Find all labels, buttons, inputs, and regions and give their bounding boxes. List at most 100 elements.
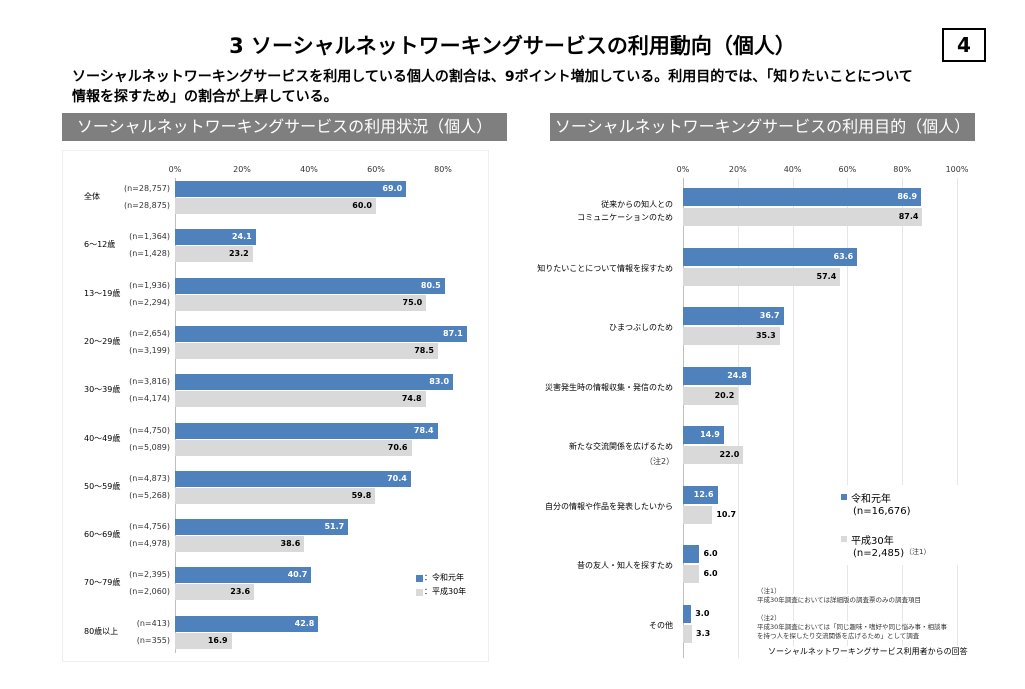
- sample-size: (n=1,364): [129, 232, 170, 242]
- bar: [683, 208, 923, 226]
- data-label: 6.0: [703, 549, 718, 558]
- left-section-header: ソーシャルネットワーキングサービスの利用状況（個人）: [62, 113, 507, 141]
- lead-text-line2: 情報を探すため」の割合が上昇している。: [72, 89, 338, 105]
- sample-size: (n=28,875): [123, 201, 170, 210]
- data-label: 42.8: [294, 618, 315, 628]
- category-label: 13～19歳: [84, 288, 121, 298]
- data-label: 75.0: [402, 297, 423, 307]
- x-tick-label: 80%: [434, 165, 452, 174]
- bar: [175, 519, 349, 536]
- data-label: 20.2: [714, 390, 735, 400]
- data-label: 24.8: [727, 370, 747, 380]
- sample-size: (n=4,978): [129, 539, 170, 549]
- bar: [683, 624, 693, 643]
- bar: [175, 439, 412, 456]
- category-note: （注2）: [645, 457, 675, 466]
- right-section-header: ソーシャルネットワーキングサービスの利用目的（個人）: [550, 113, 975, 141]
- sample-size: (n=3,816): [129, 377, 170, 387]
- data-label: 83.0: [429, 377, 450, 387]
- bar: [683, 545, 700, 563]
- bar: [175, 246, 253, 263]
- category-label: 50～59歳: [84, 481, 121, 491]
- legend-label: 平成30年: [851, 536, 894, 547]
- footer-note: ソーシャルネットワーキングサービス利用者からの回答: [768, 646, 968, 657]
- bar: [175, 487, 376, 504]
- data-label: 74.8: [401, 394, 422, 404]
- data-label: 16.9: [207, 635, 228, 645]
- legend-swatch: [841, 494, 847, 500]
- sample-size: (n=5,089): [129, 442, 170, 452]
- gridline: [847, 178, 849, 658]
- gridline: [737, 178, 739, 658]
- category-label: ひまつぶしのため: [609, 323, 673, 332]
- data-label: 59.8: [351, 490, 372, 500]
- legend-label: ：令和元年: [424, 573, 464, 582]
- sample-size: (n=4,873): [129, 473, 170, 483]
- legend-note: （注1）: [905, 548, 931, 556]
- bar: [175, 470, 411, 487]
- bar: [175, 536, 305, 553]
- bar: [175, 294, 427, 311]
- bar: [683, 565, 700, 583]
- data-label: 6.0: [703, 569, 718, 578]
- x-tick-label: 0%: [168, 165, 182, 174]
- category-label: 20～29歳: [84, 336, 121, 346]
- data-label: 78.5: [414, 345, 434, 355]
- x-tick-label: 60%: [838, 165, 857, 174]
- category-label: 全体: [84, 192, 100, 201]
- legend-sample-size: (n=2,485): [853, 548, 905, 559]
- bar: [683, 188, 922, 206]
- data-label: 70.4: [387, 473, 407, 483]
- sample-size: (n=3,199): [129, 345, 170, 355]
- bar: [683, 267, 841, 286]
- gridline: [957, 178, 958, 658]
- data-label: 36.7: [759, 311, 780, 320]
- legend-swatch: [841, 536, 847, 542]
- footnote: （注1）: [757, 585, 781, 595]
- footnote: を持つ人を探したり交流関係を広げるため」として調査: [757, 630, 920, 640]
- sample-size: (n=413): [136, 618, 170, 628]
- bar: [175, 391, 426, 408]
- category-label: 70～79歳: [84, 578, 121, 588]
- data-label: 38.6: [280, 539, 301, 549]
- x-tick-label: 80%: [893, 165, 912, 174]
- legend-background: [835, 485, 965, 565]
- sample-size: (n=4,756): [129, 522, 170, 532]
- data-label: 12.6: [693, 489, 714, 499]
- sample-size: (n=4,750): [129, 425, 170, 435]
- gridline: [902, 178, 904, 658]
- category-label: 80歳以上: [84, 626, 119, 636]
- x-tick-label: 40%: [783, 165, 802, 174]
- bar: [683, 505, 713, 524]
- category-label: 自分の情報や作品を発表したいから: [545, 501, 673, 511]
- sample-size: (n=4,174): [129, 394, 170, 404]
- bar: [175, 567, 312, 584]
- x-tick-label: 20%: [728, 165, 747, 174]
- bar: [683, 485, 718, 504]
- bar: [175, 277, 445, 294]
- bar: [683, 247, 858, 266]
- category-label: その他: [649, 620, 673, 630]
- data-label: 23.2: [228, 249, 249, 259]
- data-label: 57.4: [816, 271, 837, 281]
- data-label: 23.6: [230, 587, 251, 597]
- footnote: 平成30年調査においては詳細版の調査票のみの調査項目: [757, 594, 921, 604]
- x-tick-label: 60%: [367, 165, 385, 174]
- x-tick-label: 40%: [300, 165, 318, 174]
- bar: [683, 604, 692, 623]
- axis-line: [683, 178, 684, 658]
- data-label: 86.9: [897, 192, 918, 201]
- category-label: 昔の友人・知人を探すため: [577, 561, 673, 570]
- bar: [683, 307, 784, 325]
- category-label: 新たな交流関係を広げるため: [569, 442, 673, 451]
- footnote: 平成30年調査においては「同じ趣味・嗜好や同じ悩み事・相談事: [757, 621, 947, 631]
- sample-size: (n=5,268): [129, 490, 170, 500]
- sample-size: (n=1,428): [129, 249, 170, 259]
- category-label: 60～69歳: [84, 530, 121, 540]
- category-label: 6～12歳: [84, 240, 116, 250]
- footnote: （注2）: [757, 612, 781, 622]
- category-label: 30～39歳: [84, 385, 121, 395]
- bar: [175, 422, 438, 439]
- data-label: 87.4: [898, 212, 919, 221]
- data-label: 24.1: [231, 232, 252, 242]
